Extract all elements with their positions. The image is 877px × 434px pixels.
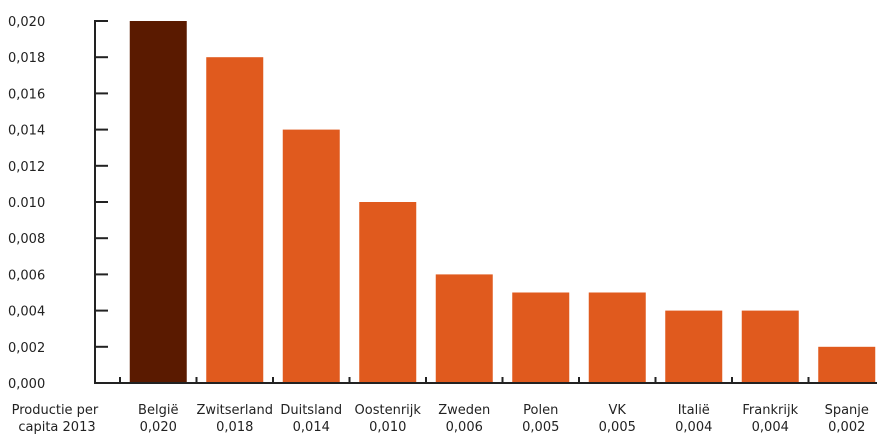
category-label: Oostenrijk [355,403,422,418]
value-label: 0,018 [216,420,253,434]
category-label: Polen [523,403,558,418]
y-tick-label: 0,012 [8,160,45,175]
value-label: 0,005 [599,420,636,434]
value-label: 0,004 [675,420,712,434]
value-label: 0,004 [752,420,789,434]
value-label: 0,010 [369,420,406,434]
y-tick-label: 0,018 [8,51,45,66]
y-axis: 0,000 0,002 0,004 0,006 0,008 0.010 0,012 0,014… [8,15,108,392]
bar [818,346,876,383]
row-label: Productie per capita 2013 [12,403,103,434]
y-tick-label: 0,020 [8,15,45,30]
value-label: 0,014 [293,420,330,434]
value-label: 0,002 [828,420,865,434]
bar [435,274,493,383]
row-label-line-2: capita 2013 [18,420,95,434]
category-label: Zweden [438,403,490,418]
y-tick-label: 0,014 [8,124,45,139]
category-label: Zwitserland [197,403,273,418]
y-tick-label: 0,006 [8,268,45,283]
x-axis-labels: Productie per capita 2013 België 0,020 Zwi… [12,403,869,434]
category-label: Italië [678,403,710,418]
bar [512,292,570,383]
category-label: Duitsland [280,403,342,418]
bar [741,310,799,383]
bar [588,292,646,383]
y-tick-label: 0,000 [8,377,45,392]
category-label: België [138,403,178,418]
category-label: VK [609,403,627,418]
bar [129,21,187,383]
y-tick-label: 0.010 [8,196,45,211]
x-axis [95,377,877,384]
category-label: Spanje [825,403,869,418]
y-tick-label: 0,008 [8,232,45,247]
value-label: 0,006 [446,420,483,434]
value-label: 0,020 [140,420,177,434]
category-label: Frankrijk [742,403,798,418]
bars [129,21,876,383]
row-label-line-1: Productie per [12,403,99,418]
y-tick-label: 0,016 [8,87,45,102]
bar [282,129,340,383]
y-tick-label: 0,004 [8,305,45,320]
bar [665,310,723,383]
value-label: 0,005 [522,420,559,434]
bar [359,202,417,383]
bar [206,57,264,383]
y-tick-label: 0,002 [8,341,45,356]
